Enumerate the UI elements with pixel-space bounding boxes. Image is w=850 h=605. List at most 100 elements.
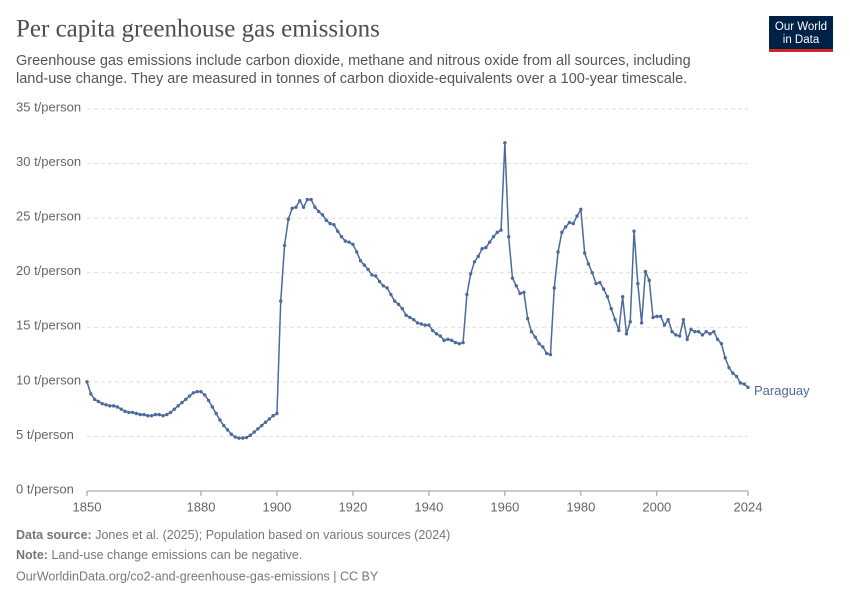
- point: [248, 433, 253, 438]
- point: [465, 292, 469, 297]
- point: [552, 286, 556, 290]
- point: [685, 337, 689, 341]
- chart-title: Per capita greenhouse gas emissions: [16, 16, 380, 43]
- logo[interactable]: Our World in Data: [769, 16, 833, 52]
- point: [252, 430, 256, 434]
- point: [689, 327, 693, 332]
- point: [92, 397, 97, 402]
- point: [290, 206, 294, 211]
- point: [298, 198, 302, 203]
- point: [632, 229, 636, 233]
- point: [237, 436, 241, 440]
- point: [100, 401, 104, 406]
- point: [362, 263, 367, 267]
- point: [301, 205, 306, 209]
- source-label: Data source:: [16, 528, 92, 542]
- point: [491, 234, 496, 239]
- url[interactable]: OurWorldinData.org/co2-and-greenhouse-ga…: [16, 569, 379, 583]
- point: [746, 385, 750, 390]
- x-tick-label: 2024: [734, 499, 763, 514]
- point: [161, 413, 165, 418]
- point: [168, 410, 173, 415]
- point: [609, 307, 613, 311]
- point: [415, 321, 420, 325]
- point: [203, 393, 207, 397]
- x-tick-label: 1850: [73, 499, 102, 514]
- x-tick-label: 1920: [338, 499, 367, 514]
- logo-text: Our World: [775, 21, 827, 33]
- point: [617, 328, 621, 333]
- point: [434, 332, 439, 336]
- y-tick-label: 15 t/person: [16, 318, 81, 333]
- point: [187, 394, 192, 398]
- point: [590, 271, 594, 275]
- point: [195, 389, 199, 394]
- point: [731, 371, 735, 375]
- point: [647, 278, 651, 283]
- point: [601, 287, 606, 291]
- point: [127, 410, 131, 415]
- point: [537, 341, 541, 346]
- point: [719, 341, 724, 346]
- point: [404, 313, 408, 317]
- point: [487, 240, 492, 244]
- point: [662, 323, 667, 327]
- point: [427, 323, 431, 327]
- y-tick-label: 30 t/person: [16, 154, 81, 169]
- point: [119, 407, 123, 411]
- point: [408, 315, 412, 320]
- point: [472, 260, 477, 264]
- point: [184, 397, 188, 402]
- point: [495, 230, 499, 235]
- point: [89, 392, 93, 396]
- point: [700, 333, 705, 337]
- point: [176, 404, 180, 408]
- point: [366, 267, 370, 272]
- point: [582, 251, 587, 255]
- point: [438, 334, 442, 338]
- point: [153, 412, 158, 417]
- point: [115, 405, 120, 409]
- point: [738, 381, 743, 385]
- y-tick-label: 35 t/person: [16, 99, 81, 114]
- point: [393, 299, 397, 303]
- point: [624, 332, 629, 336]
- point: [506, 234, 511, 239]
- point: [130, 410, 135, 415]
- point: [484, 245, 488, 250]
- point: [305, 197, 310, 202]
- note: Note: Land-use change emissions can be n…: [16, 548, 302, 562]
- point: [222, 423, 226, 428]
- y-tick-label: 0 t/person: [16, 481, 74, 496]
- point: [172, 407, 177, 411]
- point: [180, 400, 184, 405]
- point: [655, 314, 659, 319]
- point: [241, 436, 245, 440]
- point: [108, 404, 112, 408]
- point: [225, 428, 230, 432]
- point: [548, 352, 553, 357]
- point: [347, 240, 351, 244]
- point: [476, 254, 480, 259]
- point: [693, 329, 697, 334]
- point: [233, 435, 237, 439]
- point: [579, 207, 583, 212]
- point: [666, 317, 670, 322]
- point: [377, 279, 382, 284]
- point: [210, 405, 215, 409]
- point: [643, 269, 648, 274]
- point: [332, 222, 336, 227]
- point: [400, 307, 405, 311]
- point: [286, 217, 291, 221]
- point: [317, 209, 321, 214]
- point: [533, 335, 537, 339]
- point: [381, 284, 386, 288]
- point: [351, 242, 355, 247]
- point: [571, 221, 575, 226]
- point: [279, 299, 283, 303]
- x-tick-label: 1900: [262, 499, 291, 514]
- point: [313, 205, 317, 209]
- point: [123, 409, 127, 414]
- point: [271, 413, 275, 418]
- point: [396, 302, 401, 307]
